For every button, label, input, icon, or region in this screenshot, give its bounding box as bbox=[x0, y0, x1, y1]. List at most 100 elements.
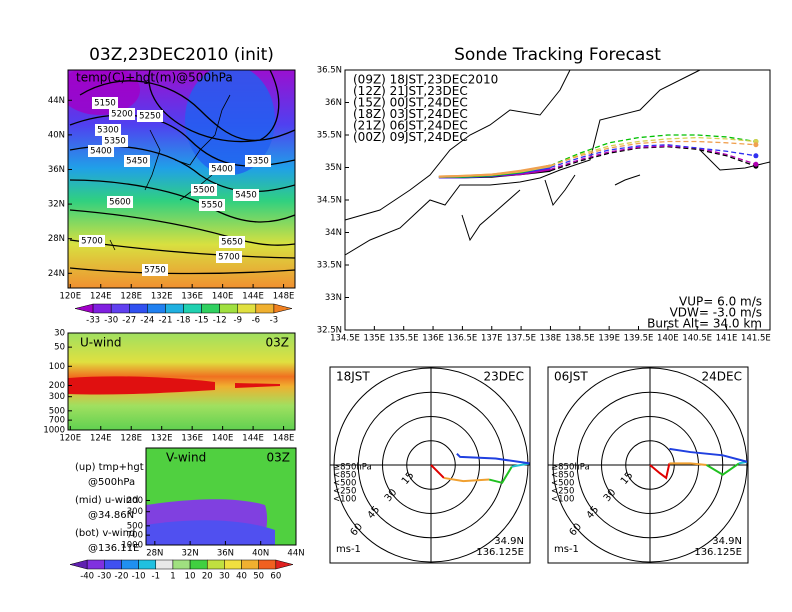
colorbar-label: -6 bbox=[252, 316, 260, 326]
legend-entry: (21Z) 06JST,24DEC bbox=[353, 119, 468, 133]
panel-title: V-wind bbox=[166, 451, 206, 465]
panel-note: @34.86N bbox=[88, 510, 134, 521]
contour-label: 5550 bbox=[201, 201, 223, 211]
x-tick-label: 136E bbox=[181, 292, 203, 302]
x-tick-label: 124E bbox=[90, 434, 112, 444]
range-ring bbox=[406, 440, 456, 490]
contour-label-bg bbox=[88, 145, 114, 157]
y-tick-label: 100 bbox=[49, 362, 65, 372]
contour-label-bg bbox=[233, 189, 259, 201]
colorbar-box bbox=[255, 303, 275, 314]
polar-frame bbox=[329, 366, 531, 564]
colorbar-label: -12 bbox=[213, 316, 227, 326]
contour-label: 5600 bbox=[109, 198, 131, 208]
colorbar-label: -30 bbox=[104, 316, 118, 326]
v-wind-field-core bbox=[146, 520, 275, 545]
y-tick-label: 1000 bbox=[121, 541, 143, 551]
contour-label: 5450 bbox=[235, 191, 257, 201]
valid-time: 18JST bbox=[336, 370, 370, 384]
legend-entry: (15Z) 00JST,24DEC bbox=[353, 96, 468, 110]
legend-entry: (09Z) 18JST,23DEC2010 bbox=[353, 73, 498, 87]
colorbar-box bbox=[241, 559, 259, 570]
y-tick-label: 35.5N bbox=[317, 131, 342, 141]
coastline bbox=[344, 69, 771, 256]
hodograph-line bbox=[706, 462, 740, 476]
launch-note: VUP= 6.0 m/s bbox=[679, 295, 762, 309]
contour-label: 5350 bbox=[104, 137, 126, 147]
range-ring bbox=[552, 367, 748, 563]
y-tick-label: 34N bbox=[325, 228, 342, 238]
x-tick-label: 128E bbox=[120, 292, 142, 302]
plot-frame bbox=[67, 69, 296, 289]
x-tick-label: 139.5E bbox=[624, 334, 654, 344]
x-tick-label: 137.5E bbox=[506, 334, 536, 344]
colorbar-label: -3 bbox=[270, 316, 278, 326]
x-tick-label: 148E bbox=[273, 292, 295, 302]
y-tick-label: 1000 bbox=[43, 426, 65, 436]
x-tick-label: 138.5E bbox=[565, 334, 595, 344]
y-tick-label: 200 bbox=[49, 381, 65, 391]
colorbar-label: -10 bbox=[132, 572, 146, 582]
contour-label-bg bbox=[142, 264, 168, 276]
y-tick-label: 30 bbox=[54, 329, 65, 339]
y-tick-label: 200 bbox=[127, 496, 143, 506]
contour-label: 5200 bbox=[111, 110, 133, 120]
panel-note: (mid) u-wind bbox=[75, 495, 138, 506]
legend-entry: <100 bbox=[551, 495, 574, 505]
colorbar-box bbox=[237, 303, 257, 314]
ring-label: 60 bbox=[567, 521, 584, 538]
colorbar-box bbox=[129, 303, 148, 314]
y-tick-label: 36N bbox=[48, 165, 65, 175]
ring-label: 30 bbox=[383, 487, 400, 504]
temperature-field bbox=[68, 70, 295, 288]
colorbar-label: 30 bbox=[219, 572, 230, 582]
range-ring bbox=[625, 440, 675, 490]
x-tick-label: 148E bbox=[273, 434, 295, 444]
x-tick-label: 36N bbox=[217, 549, 234, 559]
site-lat: 34.9N bbox=[712, 536, 742, 547]
ring-label: 60 bbox=[348, 521, 365, 538]
x-tick-label: 139E bbox=[598, 334, 620, 344]
panel-note: @500hPa bbox=[88, 477, 135, 488]
track-line bbox=[550, 136, 756, 167]
field-label: temp(C)+hgt(m)@500hPa bbox=[76, 71, 233, 85]
plot-frame bbox=[67, 332, 296, 431]
colorbar-label: -18 bbox=[177, 316, 191, 326]
track-line bbox=[550, 145, 757, 171]
panel-title: 03Z,23DEC2010 (init) bbox=[89, 45, 274, 65]
x-tick-label: 128E bbox=[120, 434, 142, 444]
range-ring bbox=[357, 391, 505, 539]
x-tick-label: 144E bbox=[242, 292, 264, 302]
x-tick-label: 132E bbox=[151, 434, 173, 444]
legend-entry: <850 bbox=[333, 471, 356, 481]
contour-label-bg bbox=[216, 251, 242, 263]
range-ring bbox=[382, 416, 480, 514]
legend-entry: <500 bbox=[333, 479, 356, 489]
track-end bbox=[753, 161, 759, 167]
track-line bbox=[550, 134, 757, 167]
x-tick-label: 137E bbox=[481, 334, 503, 344]
contour-label-bg bbox=[209, 163, 235, 175]
x-tick-label: 140E bbox=[212, 292, 234, 302]
y-tick-label: 500 bbox=[127, 521, 143, 531]
chart-title: Sonde Tracking Forecast bbox=[454, 45, 661, 65]
colorbar-label: 20 bbox=[202, 572, 213, 582]
hodograph-line bbox=[488, 466, 513, 484]
contour-label: 5250 bbox=[139, 112, 161, 122]
colorbar-end bbox=[74, 303, 94, 314]
contour-label: 5750 bbox=[144, 266, 166, 276]
colorbar-box bbox=[86, 559, 105, 570]
colorbar-box bbox=[92, 303, 112, 314]
colorbar-box bbox=[206, 559, 225, 570]
colorbar-label: -21 bbox=[158, 316, 172, 326]
x-tick-label: 141.5E bbox=[741, 334, 771, 344]
contour-label-bg bbox=[79, 235, 105, 247]
contour-label: 5400 bbox=[90, 147, 112, 157]
ring-label: 45 bbox=[585, 504, 602, 521]
colorbar-label: 50 bbox=[253, 572, 264, 582]
hodograph-line bbox=[430, 464, 445, 479]
y-tick-label: 34.5N bbox=[317, 196, 342, 206]
colorbar-label: -30 bbox=[97, 572, 111, 582]
